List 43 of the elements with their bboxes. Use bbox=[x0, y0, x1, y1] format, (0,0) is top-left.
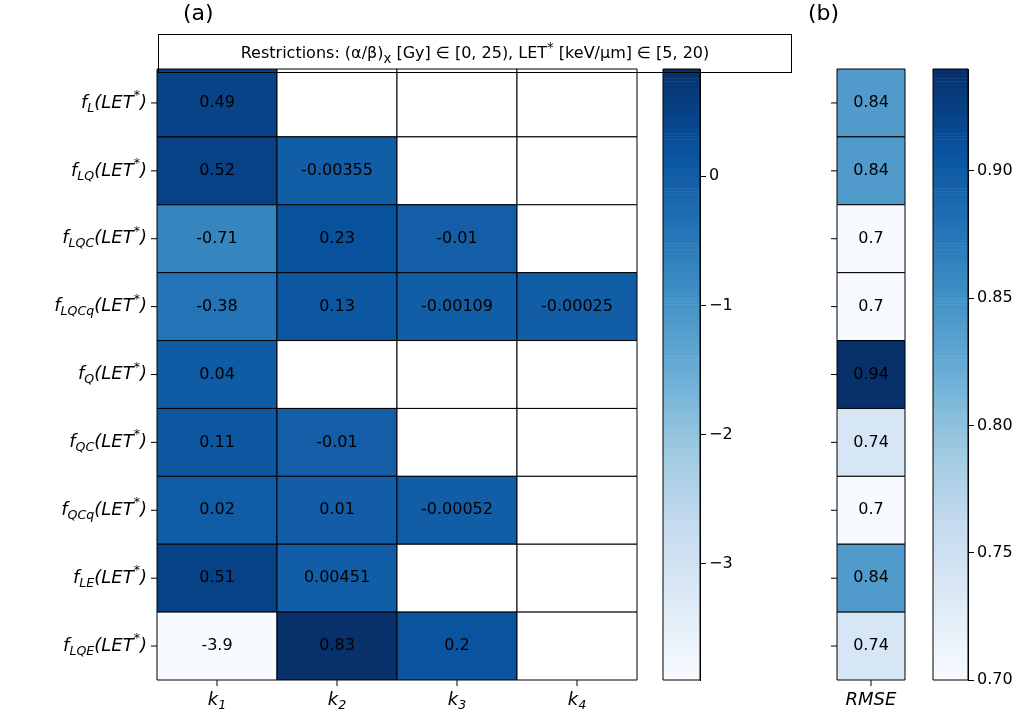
color-bar-label: 0.85 bbox=[977, 287, 1013, 307]
data-label: 0.01 bbox=[319, 499, 355, 519]
x-tick-label: RMSE bbox=[845, 687, 898, 709]
data-label: 0.13 bbox=[319, 295, 355, 315]
color-bar-label: 0.70 bbox=[977, 669, 1013, 689]
chart-subtitle: Restrictions: (α/β)$_{x}$ [Gy] ∈ [0, 25), LET$^{*}$ [keV/μm] ∈ [5, 20) bbox=[158, 34, 792, 73]
color-bar-label: 0 bbox=[709, 165, 720, 185]
data-label: 0.84 bbox=[853, 159, 889, 179]
chart-title: (a) bbox=[183, 0, 214, 25]
chart-title: (b) bbox=[808, 0, 840, 25]
color-bar-label: −3 bbox=[709, 552, 733, 572]
data-label: 0.84 bbox=[853, 92, 889, 112]
data-label: 0.02 bbox=[199, 499, 235, 519]
data-label: 0.04 bbox=[199, 363, 235, 383]
data-label: -0.01 bbox=[316, 431, 358, 451]
color-bar-label: −1 bbox=[709, 294, 733, 314]
data-label: 0.7 bbox=[858, 227, 884, 247]
color-bar-label: 0.80 bbox=[977, 414, 1013, 434]
data-label: -3.9 bbox=[201, 635, 233, 655]
data-label: -0.00052 bbox=[421, 499, 493, 519]
data-label: 0.52 bbox=[199, 159, 235, 179]
data-label: -0.00025 bbox=[541, 295, 613, 315]
data-label: -0.00109 bbox=[421, 295, 493, 315]
data-label: 0.94 bbox=[853, 363, 889, 383]
data-label: -0.00355 bbox=[301, 159, 373, 179]
data-label: 0.84 bbox=[853, 567, 889, 587]
data-label: -0.38 bbox=[196, 295, 238, 315]
data-label: 0.83 bbox=[319, 635, 355, 655]
data-label: -0.01 bbox=[436, 227, 478, 247]
data-label: 0.23 bbox=[319, 227, 355, 247]
data-label: 0.74 bbox=[853, 635, 889, 655]
data-label: 0.51 bbox=[199, 567, 235, 587]
data-label: 0.49 bbox=[199, 92, 235, 112]
color-bar-label: 0.90 bbox=[977, 159, 1013, 179]
data-label: 0.2 bbox=[444, 635, 470, 655]
data-label: 0.00451 bbox=[303, 567, 371, 587]
data-label: 0.7 bbox=[858, 295, 884, 315]
color-bar-label: 0.75 bbox=[977, 541, 1013, 561]
data-label: 0.74 bbox=[853, 431, 889, 451]
data-label: -0.71 bbox=[196, 227, 238, 247]
data-label: 0.11 bbox=[199, 431, 235, 451]
color-bar-label: −2 bbox=[709, 423, 733, 443]
data-label: 0.7 bbox=[858, 499, 884, 519]
